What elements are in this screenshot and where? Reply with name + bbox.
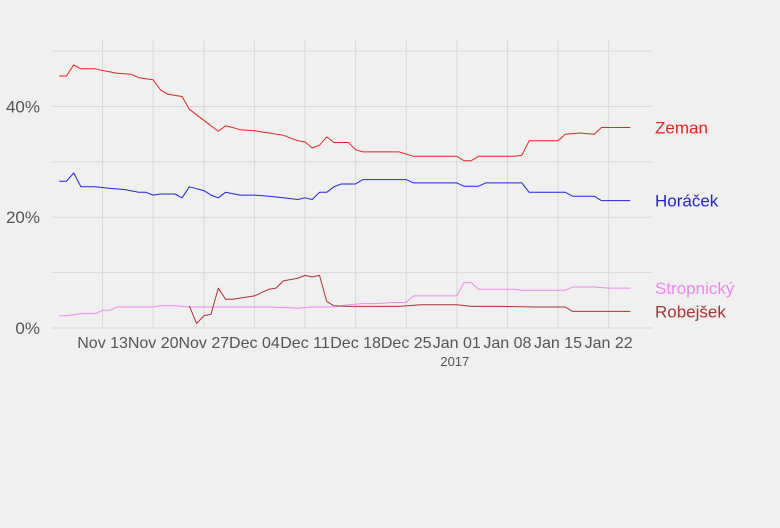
y-tick-label: 0% [15,319,40,338]
series-labels: Zeman Horáček Stropnický Robejšek [655,119,735,322]
x-tick-label: Nov 13 [77,335,128,352]
series-label: Robejšek [655,302,726,321]
x-tick-label: Nov 27 [178,335,229,352]
x-tick-label: Jan 22 [585,335,633,352]
series-label: Zeman [655,119,708,138]
x-tick-label: Jan 15 [534,335,582,352]
x-tick-label: Dec 25 [381,335,432,352]
series-lines [59,64,631,325]
x-axis-ticks: Nov 13 Nov 20 Nov 27 Dec 04 Dec 11 Dec 18 Dec … [77,335,632,352]
x-tick-label: Nov 20 [128,335,179,352]
y-tick-label: 20% [6,208,40,227]
series-label: Stropnický [655,279,735,298]
series-line [59,282,631,317]
x-tick-label: Dec 04 [229,335,280,352]
series-label: Horáček [655,192,719,211]
x-tick-label: Jan 01 [433,335,481,352]
x-tick-label: Dec 18 [330,335,381,352]
series-line [59,64,631,162]
y-axis-ticks: 0% 20% 40% [6,97,40,338]
gridlines [52,40,652,329]
x-tick-label: Dec 11 [280,335,330,352]
series-line [59,172,631,202]
y-tick-label: 40% [6,97,40,116]
series-line [188,274,631,325]
x-tick-label: Jan 08 [483,335,531,352]
x-axis-label: 2017 [440,354,469,369]
